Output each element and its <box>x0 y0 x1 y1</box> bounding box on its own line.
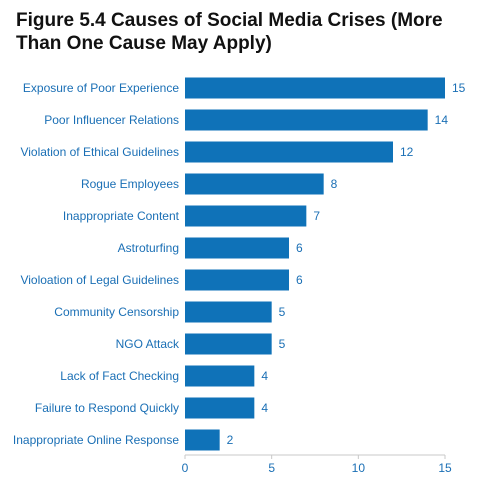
category-label: Inappropriate Online Response <box>13 433 179 447</box>
bar <box>185 237 289 259</box>
value-label: 7 <box>313 209 320 223</box>
x-tick-label: 0 <box>182 461 189 475</box>
bar <box>185 269 289 291</box>
value-label: 6 <box>296 241 303 255</box>
value-label: 4 <box>261 401 268 415</box>
value-label: 6 <box>296 273 303 287</box>
bar <box>185 429 220 451</box>
category-label: Lack of Fact Checking <box>60 369 179 383</box>
bar <box>185 141 393 163</box>
value-label: 4 <box>261 369 268 383</box>
chart-title: Figure 5.4 Causes of Social Media Crises… <box>16 10 443 54</box>
bar <box>185 365 255 387</box>
category-label: Poor Influencer Relations <box>44 113 179 127</box>
bar <box>185 173 324 195</box>
value-label: 2 <box>227 433 234 447</box>
category-label: Violoation of Legal Guidelines <box>20 273 179 287</box>
bar <box>185 205 307 227</box>
bar <box>185 333 272 355</box>
value-label: 12 <box>400 145 414 159</box>
value-label: 8 <box>331 177 338 191</box>
category-label: Rogue Employees <box>81 177 179 191</box>
x-tick-label: 5 <box>268 461 275 475</box>
category-label: NGO Attack <box>116 337 180 351</box>
category-label: Violation of Ethical Guidelines <box>20 145 179 159</box>
value-label: 5 <box>279 337 286 351</box>
bar <box>185 109 428 131</box>
x-tick-label: 10 <box>352 461 366 475</box>
category-label: Astroturfing <box>118 241 179 255</box>
category-label: Failure to Respond Quickly <box>35 401 179 415</box>
value-label: 5 <box>279 305 286 319</box>
bar <box>185 77 445 99</box>
category-label: Exposure of Poor Experience <box>23 81 179 95</box>
value-label: 14 <box>435 113 449 127</box>
bar <box>185 301 272 323</box>
value-label: 15 <box>452 81 466 95</box>
category-label: Community Censorship <box>54 305 179 319</box>
x-tick-label: 15 <box>438 461 452 475</box>
bar <box>185 397 255 419</box>
category-label: Inappropriate Content <box>63 209 180 223</box>
